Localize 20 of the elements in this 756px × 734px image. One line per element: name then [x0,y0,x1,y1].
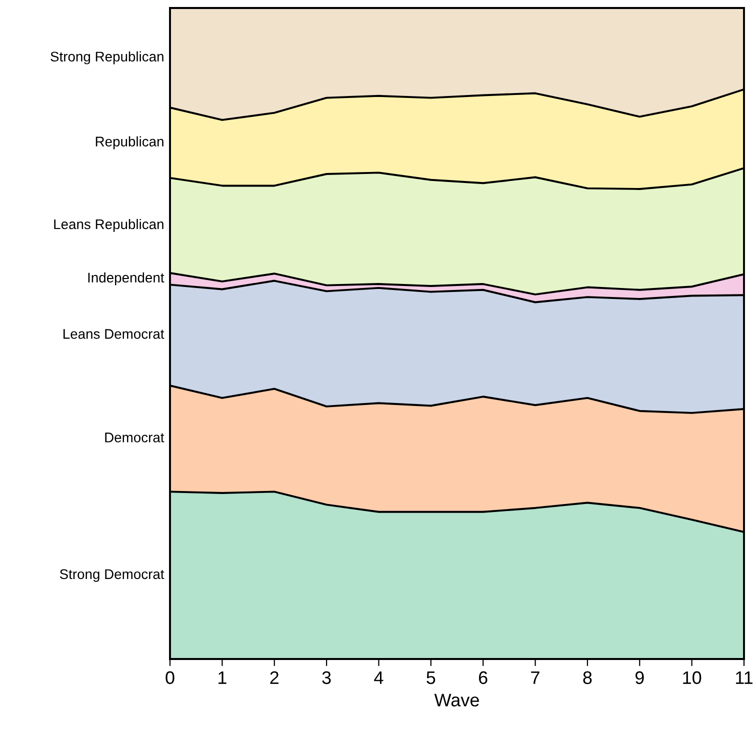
x-tick-label: 11 [736,671,752,684]
series-label: Strong Republican [50,51,164,64]
series-label: Democrat [105,432,164,442]
x-tick-label: 0 [166,671,174,684]
series-label: Independent [88,272,164,286]
x-tick-label: 8 [583,671,592,684]
series-label: Leans Democrat [64,329,164,339]
x-tick-label: 3 [322,671,331,684]
x-tick-label: 10 [683,671,702,684]
x-tick-label: 9 [635,671,644,684]
x-tick-label: 2 [270,671,278,684]
x-tick-label: 6 [478,671,488,684]
series-label: Republican [96,136,164,150]
series-label: Leans Republican [54,218,164,232]
x-tick-label: 7 [531,671,540,684]
x-tick-label: 5 [426,671,436,684]
x-tick-label: 4 [374,671,384,684]
x-axis-title: Wave [434,694,479,706]
series-label: Strong Democrat [60,569,164,582]
x-tick-label: 1 [218,671,226,684]
